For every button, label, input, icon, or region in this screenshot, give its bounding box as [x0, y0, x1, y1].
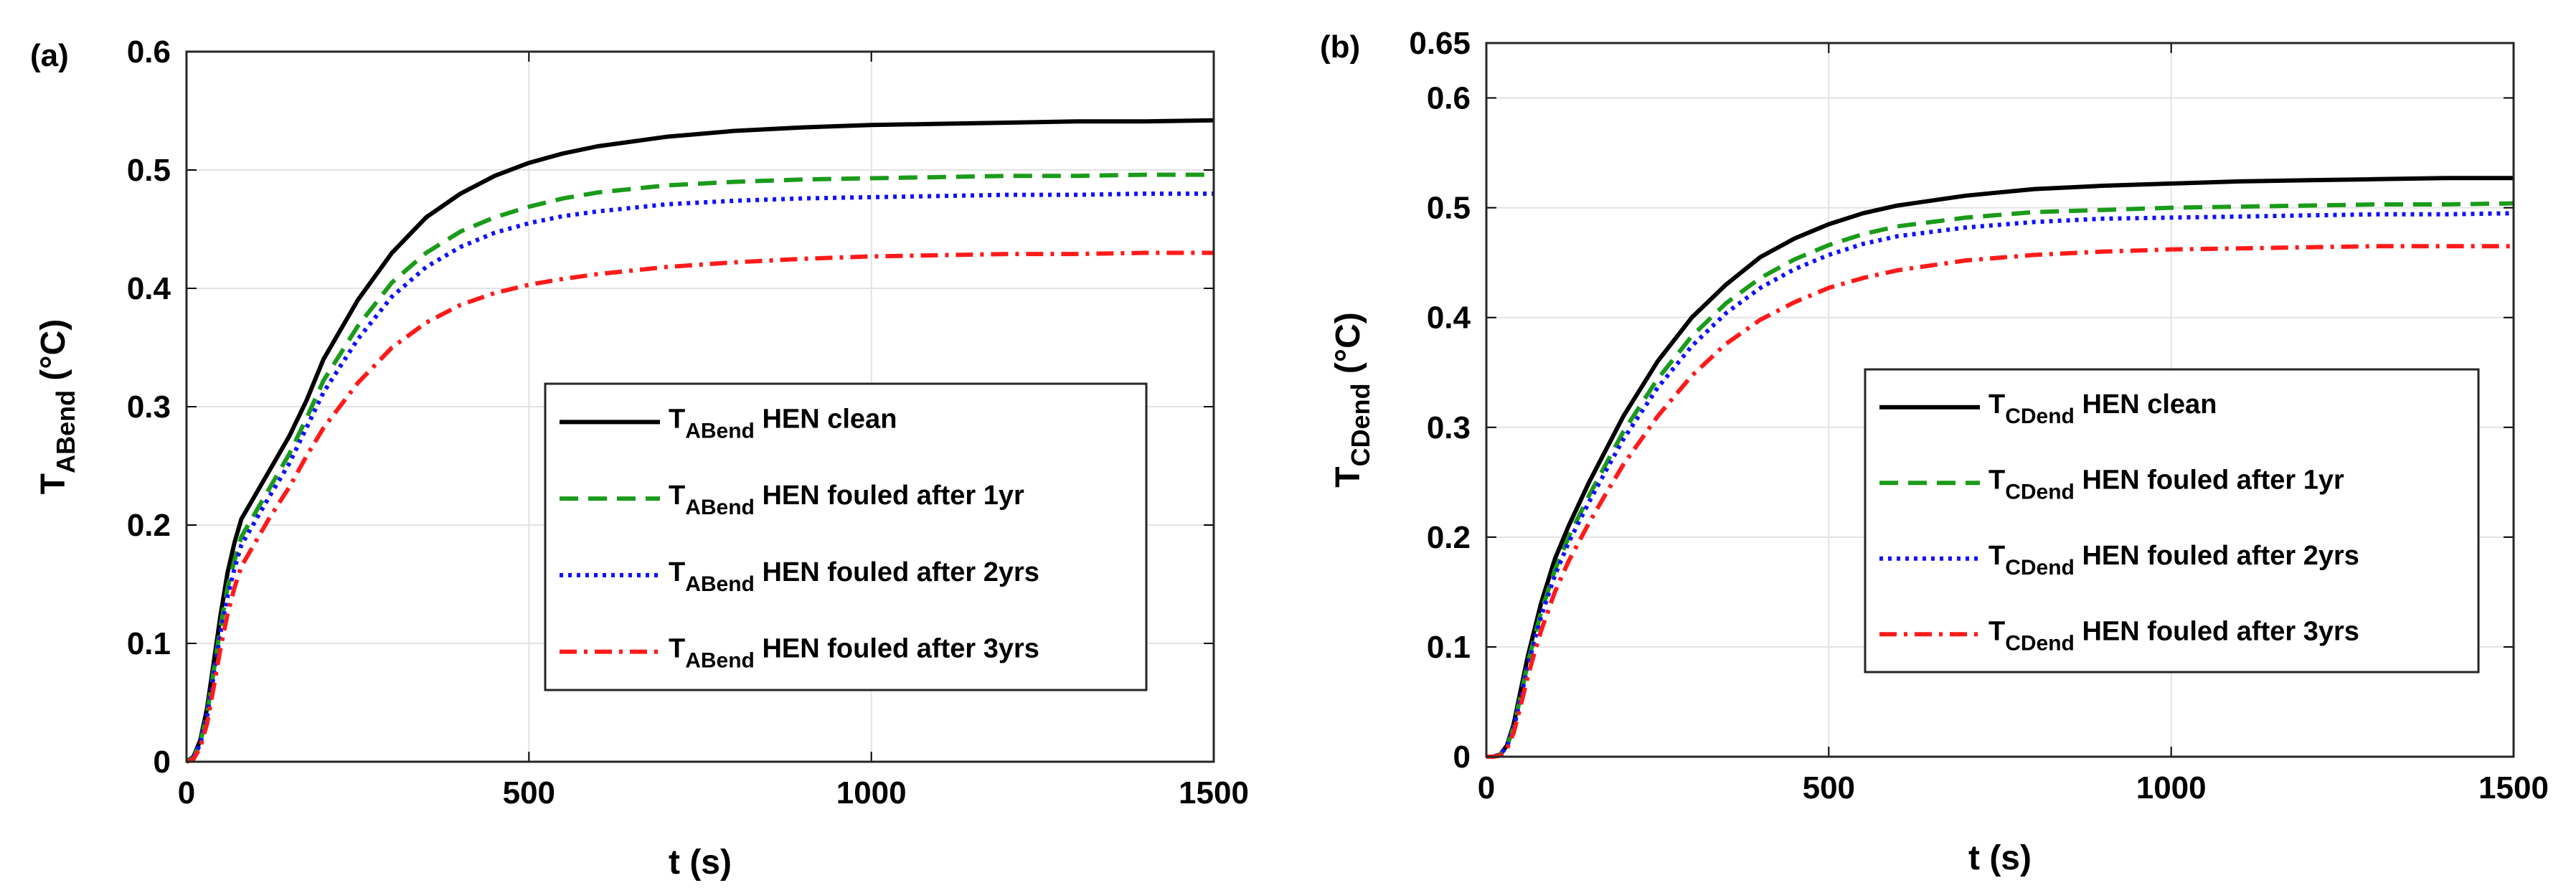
y-tick-label: 0.2	[127, 508, 171, 543]
x-tick-label: 1500	[1179, 775, 1249, 811]
y-tick-label: 0.5	[127, 153, 171, 188]
chart-panel-0: 0 500 1000 1500 0 0.1 0.2 0.3 0.4 0.5 0.6 (a) t (s) T…	[30, 34, 1249, 882]
series-line-3	[186, 250, 1214, 764]
legend-label-0: TCDend HEN clean	[1988, 389, 2217, 428]
x-tick-label: 1000	[836, 775, 907, 811]
x-tick-label: 1500	[2478, 770, 2549, 805]
legend-box	[544, 382, 1148, 691]
y-tick-label: 0.4	[127, 271, 171, 306]
legend-label-3: TABend HEN fouled after 3yrs	[669, 634, 1039, 673]
series-line-1	[185, 172, 1214, 764]
x-tick-label: 500	[503, 775, 555, 811]
axes-box	[1485, 42, 2515, 758]
x-tick-label: 500	[1803, 770, 1855, 805]
legend: TCDend HEN clean TCDend HEN fouled after …	[1864, 368, 2480, 674]
y-tick-label: 0.6	[1427, 81, 1471, 116]
y-axis-label: TCDend (°C)	[1329, 312, 1375, 488]
panel-label: (a)	[30, 38, 69, 73]
y-tick-label: 0.3	[1427, 410, 1471, 445]
y-tick-label: 0.65	[1409, 26, 1471, 61]
y-tick-label: 0.1	[127, 626, 171, 661]
x-axis-label: t (s)	[1968, 839, 2032, 877]
x-axis-label: t (s)	[669, 844, 732, 882]
y-tick-label: 0	[154, 745, 171, 780]
legend-label-2: TABend HEN fouled after 2yrs	[669, 557, 1039, 596]
legend-box	[1864, 368, 2480, 674]
legend-label-3: TCDend HEN fouled after 3yrs	[1988, 616, 2359, 655]
series-line-1	[1486, 201, 2514, 759]
axes-box	[185, 50, 1215, 763]
x-tick-label: 1000	[2136, 770, 2207, 805]
series-line-2	[1486, 211, 2514, 759]
series-line-3	[1486, 244, 2514, 759]
x-tick-label: 0	[178, 775, 195, 811]
y-tick-label: 0.6	[127, 34, 171, 70]
legend-label-1: TCDend HEN fouled after 1yr	[1988, 465, 2344, 504]
y-tick-label: 0.3	[127, 389, 171, 425]
panel-label: (b)	[1320, 29, 1360, 65]
legend-label-2: TCDend HEN fouled after 2yrs	[1988, 541, 2359, 580]
y-tick-label: 0.4	[1427, 301, 1471, 336]
legend: TABend HEN clean TABend HEN fouled after …	[544, 382, 1148, 691]
y-tick-label: 0	[1453, 740, 1471, 775]
y-tick-label: 0.2	[1427, 520, 1471, 555]
x-tick-label: 0	[1478, 770, 1495, 805]
legend-label-0: TABend HEN clean	[669, 404, 897, 443]
legend-label-1: TABend HEN fouled after 1yr	[669, 481, 1024, 519]
y-axis-label: TABend (°C)	[34, 319, 80, 495]
y-tick-label: 0.5	[1427, 191, 1471, 226]
series-line-0	[1486, 176, 2514, 759]
chart-panel-1: 0 500 1000 1500 0 0.1 0.2 0.3 0.4 0.5 0.6 0.65 (b) t …	[1320, 26, 2549, 877]
y-tick-label: 0.1	[1427, 630, 1471, 665]
series-line-2	[185, 192, 1214, 764]
